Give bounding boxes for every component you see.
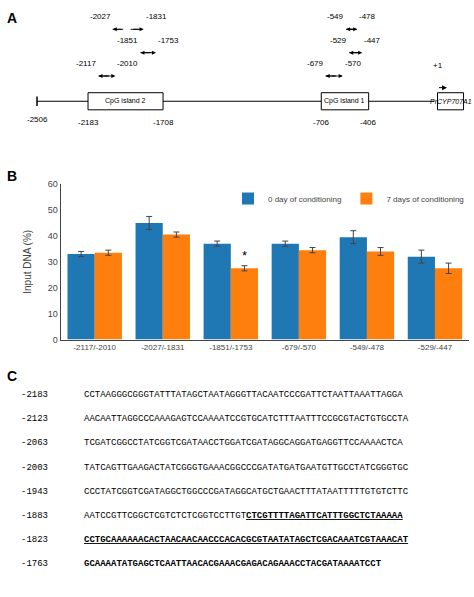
svg-text:-1708: -1708 (153, 118, 174, 127)
svg-text:-1851: -1851 (117, 36, 138, 45)
svg-text:-2117/-2010: -2117/-2010 (73, 343, 116, 352)
svg-text:40: 40 (48, 231, 58, 241)
svg-text:-1883: -1883 (21, 511, 48, 521)
svg-text:TCGATCGGCCTATCGGTCGATAACCTGGAT: TCGATCGGCCTATCGGTCGATAACCTGGATCGATAGGCAG… (84, 438, 403, 448)
svg-text:CpG island 1: CpG island 1 (324, 97, 365, 105)
svg-text:-478: -478 (359, 12, 376, 21)
svg-text:-549/-478: -549/-478 (350, 343, 385, 352)
svg-text:-2003: -2003 (21, 463, 48, 473)
svg-text:-529/-447: -529/-447 (418, 343, 453, 352)
svg-text:-2123: -2123 (21, 414, 48, 424)
svg-text:AATCCGTTCGGCTCGTCTCTCGGTCCTTGT: AATCCGTTCGGCTCGTCTCTCGGTCCTTGTCTCGTTTTAG… (84, 511, 403, 521)
svg-text:-1943: -1943 (21, 487, 48, 497)
svg-text:60: 60 (48, 179, 58, 189)
svg-text:50: 50 (48, 205, 58, 215)
svg-text:-1763: -1763 (21, 559, 48, 569)
svg-text:-2027/-1831: -2027/-1831 (141, 343, 185, 352)
svg-text:-1753: -1753 (158, 36, 179, 45)
svg-text:-529: -529 (330, 36, 347, 45)
svg-text:30: 30 (48, 257, 58, 267)
svg-text:-1831: -1831 (146, 12, 167, 21)
svg-text:AACAATTAGGCCCAAAGAGTCCAAAATCCG: AACAATTAGGCCCAAAGAGTCCAAAATCCGTGCATCTTTA… (84, 414, 409, 424)
svg-text:20: 20 (48, 283, 58, 293)
svg-text:-570: -570 (345, 59, 362, 68)
svg-text:-679/-570: -679/-570 (282, 343, 317, 352)
svg-text:-406: -406 (360, 118, 377, 127)
svg-text:-679: -679 (307, 59, 324, 68)
svg-text:-2117: -2117 (76, 59, 96, 68)
svg-text:+1: +1 (433, 61, 443, 70)
svg-text:-549: -549 (327, 12, 344, 21)
svg-text:7 days of conditioning: 7 days of conditioning (386, 195, 463, 204)
svg-text:Input DNA (%): Input DNA (%) (22, 230, 33, 294)
svg-text:*: * (242, 248, 247, 263)
svg-text:TATCAGTTGAAGACTATCGGGTGAAACGGC: TATCAGTTGAAGACTATCGGGTGAAACGGCCCGATATGAT… (84, 463, 409, 473)
svg-text:CCTGCAAAAAACACTAACAACAACCCACAC: CCTGCAAAAAACACTAACAACAACCCACACGCGTAATATA… (84, 535, 409, 545)
svg-text:PrCYP707A1: PrCYP707A1 (430, 98, 472, 105)
svg-text:-2506: -2506 (27, 115, 48, 124)
svg-text:-2183: -2183 (21, 390, 48, 400)
svg-text:-2010: -2010 (117, 59, 138, 68)
svg-text:-2027: -2027 (90, 12, 111, 21)
svg-text:CpG island 2: CpG island 2 (105, 97, 146, 105)
svg-text:-1823: -1823 (21, 535, 48, 545)
svg-text:10: 10 (48, 309, 58, 319)
svg-text:0 day of conditioning: 0 day of conditioning (268, 195, 341, 204)
svg-text:-2063: -2063 (21, 438, 48, 448)
svg-text:GCAAAATATGAGCTCAATTAACACGAAACG: GCAAAATATGAGCTCAATTAACACGAAACGAGACAGAAAC… (84, 559, 382, 569)
svg-text:B: B (7, 168, 17, 184)
svg-text:C: C (7, 368, 17, 384)
svg-text:-447: -447 (364, 36, 381, 45)
svg-text:0: 0 (53, 335, 58, 345)
svg-text:-706: -706 (313, 118, 330, 127)
svg-text:-1851/-1753: -1851/-1753 (209, 343, 253, 352)
svg-text:CCTAAGGGCGGGTATTTATAGCTAATAGGG: CCTAAGGGCGGGTATTTATAGCTAATAGGGTTACAATCCC… (84, 390, 403, 400)
svg-text:CCCTATCGGTCGATAGGCTGGCCCGATAGG: CCCTATCGGTCGATAGGCTGGCCCGATAGGCATGCTGAAC… (84, 487, 409, 497)
svg-text:A: A (7, 10, 17, 26)
svg-text:-2183: -2183 (78, 118, 99, 127)
